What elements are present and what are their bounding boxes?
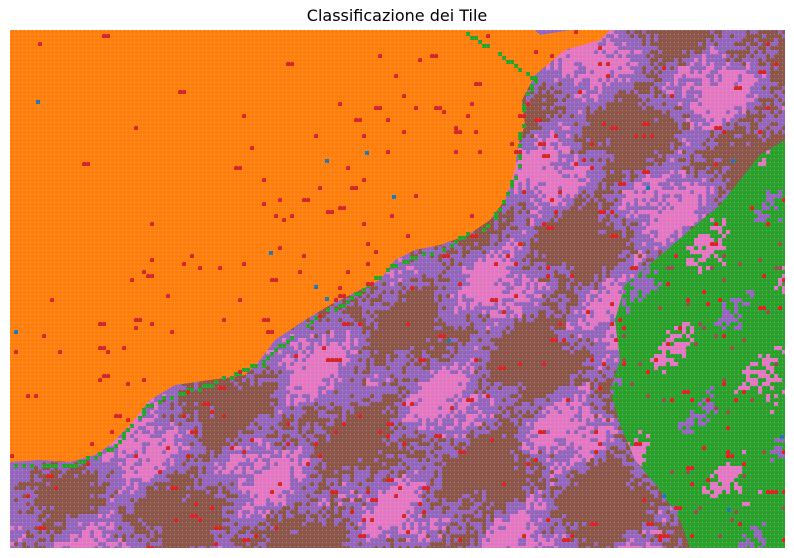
map-title: Classificazione dei Tile bbox=[306, 6, 488, 25]
tile-grid bbox=[10, 30, 785, 548]
tile-classification-map bbox=[10, 30, 785, 548]
tile-grid-lines bbox=[10, 30, 785, 548]
